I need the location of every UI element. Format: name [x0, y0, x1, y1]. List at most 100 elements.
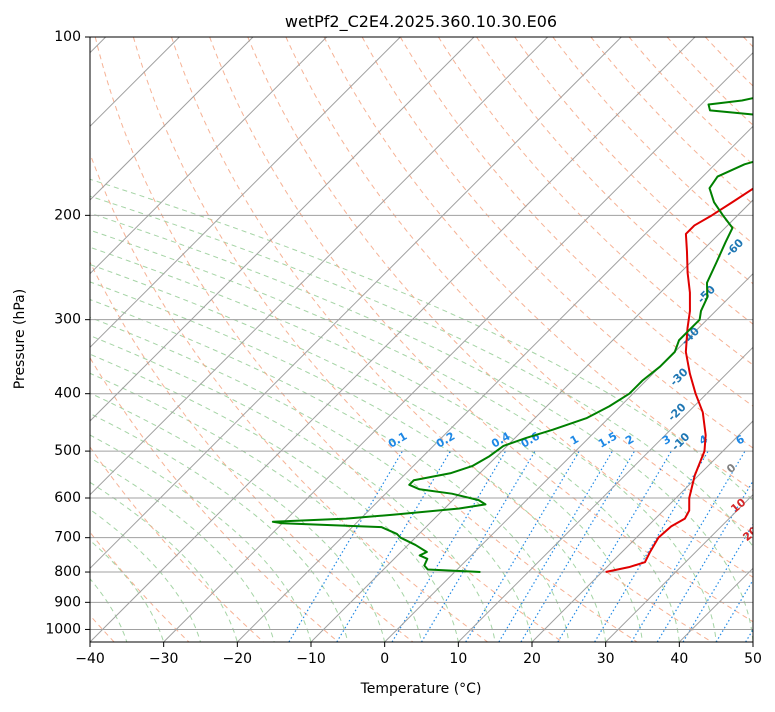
temperature-profile-line: [605, 187, 753, 574]
dry-adiabat-label: 10: [728, 496, 748, 516]
mixing-ratio-label: 2: [623, 433, 636, 448]
dry-adiabat-line: [514, 37, 753, 285]
isotherm-line: [90, 37, 696, 642]
y-tick-label: 300: [54, 312, 81, 328]
dry-adiabat-line: [90, 152, 488, 642]
x-axis-title: Temperature (°C): [360, 681, 482, 697]
isotherm-lines: [90, 37, 753, 642]
x-tick-label: 30: [597, 651, 615, 667]
moist-adiabat-line: [90, 229, 717, 642]
line-labels: -100-90-80-70-60-50-40-30-20-10010203040…: [386, 188, 773, 575]
moist-adiabat-line: [90, 178, 753, 502]
mixing-ratio-line: [745, 628, 753, 642]
dry-adiabat-line: [552, 37, 753, 245]
mixing-ratio-line: [498, 450, 613, 642]
x-tick-label: −20: [223, 651, 253, 667]
moist-adiabat-line: [90, 372, 422, 642]
mixing-ratio-lines: [288, 450, 753, 642]
dry-adiabat-line: [476, 37, 753, 325]
x-axis: −40 −30 −20 −10 0 10 20 30 40 50: [75, 642, 762, 667]
isotherm-line: [90, 37, 254, 201]
y-tick-label: 400: [54, 386, 81, 402]
moist-adiabat-line: [90, 353, 459, 642]
mixing-ratio-line: [715, 578, 753, 642]
isotherm-line: [90, 37, 475, 422]
mixing-ratio-line: [557, 450, 672, 642]
dry-adiabat-line: [90, 446, 264, 642]
mixing-ratio-label: 0.1: [386, 430, 409, 451]
mixing-ratio-line: [391, 450, 507, 642]
isotherm-label: -20: [665, 400, 688, 423]
dry-adiabat-line: [704, 37, 753, 87]
moist-adiabats: [90, 178, 753, 642]
isotherm-line: [236, 125, 753, 642]
mixing-ratio-line: [630, 450, 746, 642]
dry-adiabat-line: [90, 531, 190, 642]
moist-adiabat-line: [90, 335, 496, 642]
isotherm-line: [90, 37, 401, 349]
x-tick-label: 50: [744, 651, 762, 667]
isotherm-line: [163, 51, 753, 642]
mixing-ratio-line: [288, 450, 403, 642]
moist-adiabat-line: [90, 316, 533, 642]
y-tick-label: 700: [54, 530, 81, 546]
dry-adiabats: [90, 37, 753, 642]
dry-adiabat-line: [743, 37, 753, 48]
moist-adiabat-line: [90, 481, 238, 642]
dry-adiabat-line: [132, 37, 638, 642]
mixing-ratio-label: 8: [759, 433, 772, 448]
mixing-ratio-line: [465, 450, 580, 642]
mixing-ratio-label: 1.5: [596, 430, 619, 451]
x-tick-label: 10: [449, 651, 467, 667]
mixing-ratio-line: [682, 523, 753, 642]
isotherm-line: [752, 641, 753, 642]
isotherm-line: [90, 37, 549, 496]
dry-adiabat-line: [590, 37, 753, 205]
y-tick-label: 1000: [45, 621, 81, 637]
isotherm-label: -70: [749, 188, 772, 211]
isotherm-line: [90, 37, 328, 275]
x-tick-label: 40: [670, 651, 688, 667]
dry-adiabat-line: [90, 260, 414, 642]
isotherm-line: [605, 493, 753, 642]
y-axis: 100 200 300 400 500 600 700 800 900 1000: [45, 29, 90, 637]
mixing-ratio-line: [594, 450, 709, 642]
chart-title: wetPf2_C2E4.2025.360.10.30.E06: [285, 12, 557, 32]
moist-adiabat-line: [90, 299, 570, 642]
plot-frame: [89, 36, 754, 643]
x-tick-label: −40: [75, 651, 105, 667]
x-tick-label: 20: [523, 651, 541, 667]
mixing-ratio-label: 6: [734, 432, 747, 447]
dry-adiabat-label: 30: [753, 555, 773, 575]
mixing-ratio-line: [420, 450, 536, 642]
y-tick-label: 600: [54, 490, 81, 506]
pressure-gridlines: [90, 37, 753, 630]
moist-adiabat-line: [90, 195, 753, 548]
mixing-ratio-line: [656, 479, 753, 642]
y-tick-label: 200: [54, 207, 81, 223]
isotherm-line: [310, 199, 753, 642]
dry-adiabat-line: [628, 37, 753, 166]
isotherm-line: [90, 37, 622, 570]
y-tick-label: 100: [54, 29, 81, 45]
dry-adiabat-line: [438, 37, 753, 366]
moist-adiabat-line: [90, 413, 349, 642]
dry-adiabat-line: [247, 37, 753, 578]
dewpoint-profile-line: [271, 97, 753, 574]
dry-adiabat-line: [209, 37, 753, 623]
mixing-ratio-line: [336, 450, 451, 642]
mixing-ratio-line: [520, 450, 636, 642]
x-tick-label: 0: [380, 651, 389, 667]
mixing-ratio-label: 4: [697, 432, 710, 447]
x-tick-label: −10: [296, 651, 326, 667]
isotherm-line: [457, 346, 753, 642]
moist-adiabat-line: [90, 392, 386, 642]
moist-adiabat-line: [90, 281, 607, 642]
moist-adiabat-line: [90, 508, 201, 642]
dry-adiabat-line: [94, 37, 563, 642]
dry-adiabat-line: [399, 37, 753, 407]
isotherm-label: -30: [667, 365, 690, 388]
y-tick-label: 800: [54, 564, 81, 580]
y-tick-label: 500: [54, 443, 81, 459]
